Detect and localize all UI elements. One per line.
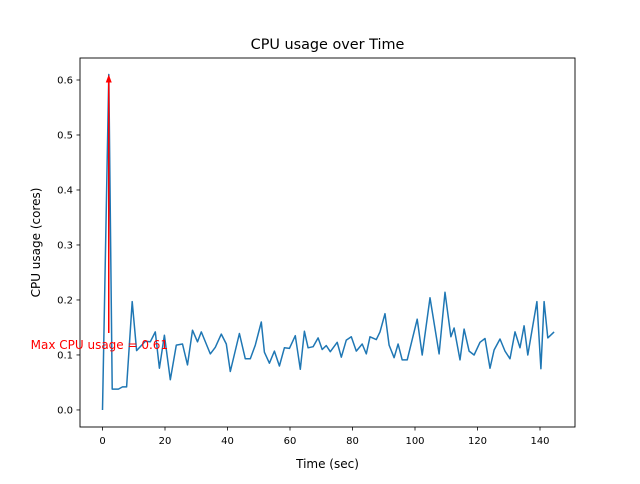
y-tick-label: 0.1 (57, 350, 73, 361)
y-tick-label: 0.3 (57, 240, 73, 251)
x-tick-label: 60 (284, 436, 297, 447)
max-annotation-text: Max CPU usage = 0.61 (31, 338, 168, 352)
y-tick-label: 0.4 (57, 185, 73, 196)
y-tick-label: 0.0 (57, 405, 73, 416)
x-tick-label: 120 (468, 436, 487, 447)
x-tick-label: 100 (405, 436, 424, 447)
x-axis-label: Time (sec) (295, 457, 359, 471)
y-axis-label: CPU usage (cores) (29, 188, 43, 298)
x-tick-label: 80 (346, 436, 359, 447)
x-tick-label: 0 (99, 436, 105, 447)
y-tick-label: 0.5 (57, 130, 73, 141)
x-tick-label: 20 (159, 436, 172, 447)
y-tick-label: 0.6 (57, 75, 73, 86)
cpu-usage-line (103, 75, 555, 411)
x-tick-label: 140 (530, 436, 549, 447)
axes-frame (80, 58, 575, 427)
arrow-head-icon (106, 74, 112, 82)
y-tick-label: 0.2 (57, 295, 73, 306)
x-tick-label: 40 (221, 436, 234, 447)
chart-title: CPU usage over Time (251, 37, 405, 53)
